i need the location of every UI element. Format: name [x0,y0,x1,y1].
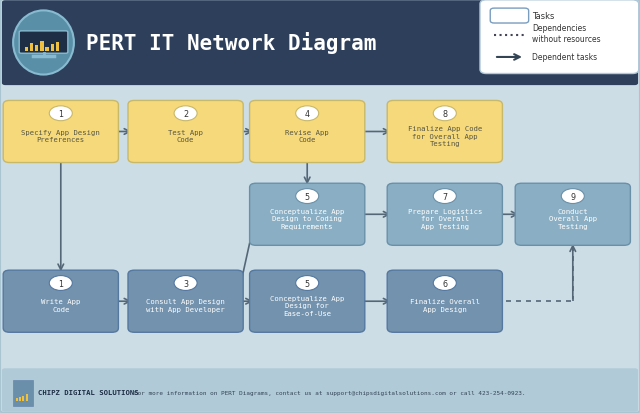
Circle shape [296,276,319,291]
Circle shape [561,189,584,204]
FancyBboxPatch shape [387,271,502,332]
Circle shape [433,107,456,121]
FancyBboxPatch shape [3,271,118,332]
Circle shape [296,189,319,204]
Bar [35,46,38,52]
Text: 4: 4 [305,109,310,119]
FancyBboxPatch shape [387,101,502,163]
Circle shape [433,189,456,204]
Bar [26,394,28,401]
Bar [51,45,54,52]
Bar [45,48,49,52]
Text: Revise App
Code: Revise App Code [285,129,329,143]
Circle shape [49,107,72,121]
FancyBboxPatch shape [480,1,639,74]
Text: Prepare Logistics
for Overall
App Testing: Prepare Logistics for Overall App Testin… [408,208,482,230]
Circle shape [296,107,319,121]
FancyBboxPatch shape [3,101,118,163]
FancyBboxPatch shape [387,184,502,246]
Bar [16,398,18,401]
Bar [40,42,44,52]
Text: 2: 2 [183,109,188,119]
Bar [19,397,21,401]
Text: 9: 9 [570,192,575,201]
Circle shape [433,276,456,291]
Circle shape [174,276,197,291]
Text: Specify App Design
Preferences: Specify App Design Preferences [21,129,100,143]
Circle shape [174,107,197,121]
Text: 5: 5 [305,192,310,201]
Circle shape [49,276,72,291]
Bar [22,396,24,401]
Text: Conduct
Overall App
Testing: Conduct Overall App Testing [548,208,597,230]
FancyBboxPatch shape [19,32,68,54]
Text: Write App
Code: Write App Code [41,299,81,313]
FancyBboxPatch shape [250,184,365,246]
Text: Conceptualize App
Design to Coding
Requirements: Conceptualize App Design to Coding Requi… [270,208,344,230]
Text: Test App
Code: Test App Code [168,129,203,143]
FancyBboxPatch shape [128,271,243,332]
Text: 1: 1 [58,279,63,288]
Text: 8: 8 [442,109,447,119]
Text: 7: 7 [442,192,447,201]
Text: Finalize App Code
for Overall App
Testing: Finalize App Code for Overall App Testin… [408,126,482,147]
Text: Conceptualize App
Design for
Ease-of-Use: Conceptualize App Design for Ease-of-Use [270,295,344,316]
Text: CHIPZ DIGITAL SOLUTIONS: CHIPZ DIGITAL SOLUTIONS [38,389,139,395]
Text: Dependencies
without resources: Dependencies without resources [532,24,601,44]
FancyBboxPatch shape [2,368,638,412]
FancyBboxPatch shape [515,184,630,246]
FancyBboxPatch shape [490,9,529,24]
Text: 5: 5 [305,279,310,288]
FancyBboxPatch shape [2,1,638,86]
Ellipse shape [13,11,74,75]
FancyBboxPatch shape [13,380,33,406]
Text: 1: 1 [58,109,63,119]
Text: 6: 6 [442,279,447,288]
Bar [30,44,33,52]
Bar [25,47,28,52]
Bar [56,43,59,52]
Text: For more information on PERT Diagrams, contact us at support@chipsdigitalsolutio: For more information on PERT Diagrams, c… [134,390,526,395]
FancyBboxPatch shape [250,101,365,163]
Text: Finalize Overall
App Design: Finalize Overall App Design [410,299,480,313]
Text: Tasks: Tasks [532,12,555,21]
FancyBboxPatch shape [128,101,243,163]
Text: Dependent tasks: Dependent tasks [532,53,598,62]
Text: Consult App Design
with App Developer: Consult App Design with App Developer [146,299,225,313]
Text: PERT IT Network Diagram: PERT IT Network Diagram [86,32,377,55]
Text: 3: 3 [183,279,188,288]
FancyBboxPatch shape [250,271,365,332]
